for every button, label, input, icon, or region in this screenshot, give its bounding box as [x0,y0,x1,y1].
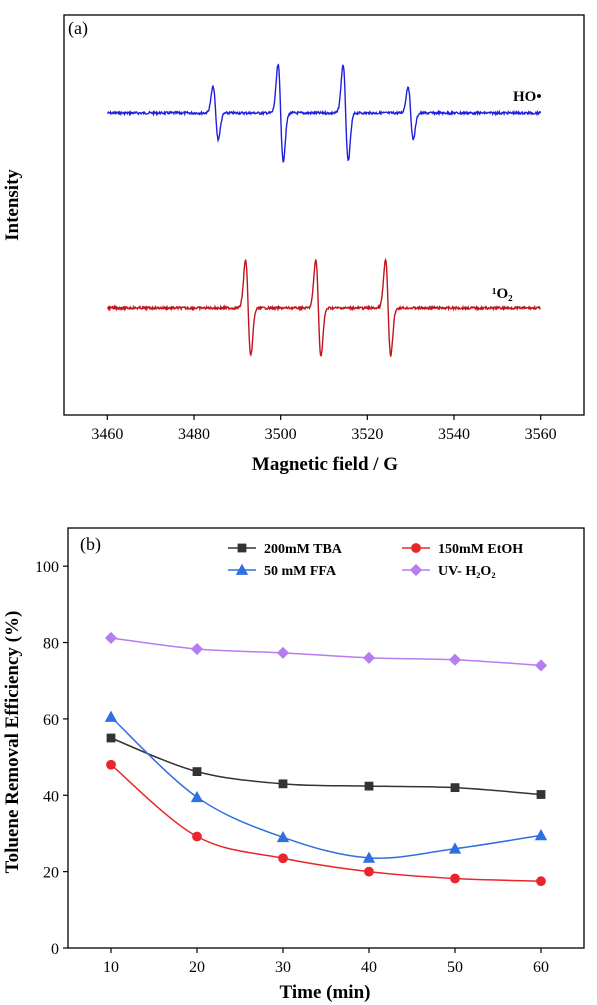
panel-a: (a) 3460 3480 3500 3520 3540 3560 HO• ¹O₂ Mag… [2,14,585,475]
x-tick-label-a: 3560 [525,426,557,443]
data-point-tba [450,783,460,793]
data-point-ffa [448,842,462,854]
legend-label-ffa: 50 mM FFA [264,564,337,579]
x-tick-label-a: 3540 [438,426,470,443]
data-point-etoh [450,873,460,884]
data-point-tba [364,781,374,791]
y-tick-label-b: 60 [43,712,59,729]
data-point-uv-h2o2 [276,646,290,659]
legend: 200mM TBA 150mM EtOH 50 mM FFA UV- H₂O₂ [228,542,523,579]
x-tick-label-a: 3480 [178,426,210,443]
y-axis-label-b: Toluene Removal Efficiency (%) [2,611,23,874]
data-point-ffa [104,710,118,722]
data-point-ffa [276,830,290,843]
data-point-uv-h2o2 [448,653,462,666]
x-tick-label-b: 20 [189,959,205,976]
x-tick-label-a: 3460 [91,426,123,443]
legend-marker-uv-h2o2 [409,563,423,577]
annotation-ho: HO• [513,89,542,105]
y-tick-label-b: 40 [43,788,59,805]
series-line-etoh [110,764,542,882]
legend-marker-ffa [235,563,249,575]
y-axis-label-a: Intensity [2,169,23,241]
x-tick-label-b: 60 [533,959,549,976]
legend-marker-etoh [411,543,421,553]
data-point-etoh [106,759,116,770]
y-tick-label-b: 0 [51,941,59,958]
data-point-ffa [190,790,204,803]
x-tick-label-b: 50 [447,959,463,976]
data-point-etoh [536,876,546,887]
x-tick-label-a: 3500 [265,426,297,443]
plot-frame-a [63,14,585,416]
series-line-uv-h2o2 [110,637,542,667]
series-group-a [106,63,542,357]
series-group-b [104,631,548,887]
axis-ticks-b: 10 20 30 40 50 60 0 20 40 60 80 100 [35,559,549,976]
x-tick-label-b: 30 [275,959,291,976]
epr-series-ho [107,63,542,163]
y-tick-label-b: 80 [43,636,59,653]
data-point-etoh [192,831,202,842]
panel-b: (b) 10 20 30 40 50 60 0 20 40 60 80 100 200mM TBA 15… [2,527,585,1003]
data-point-tba [278,779,288,789]
plot-frame-b [67,527,585,949]
y-tick-label-b: 100 [35,559,59,576]
x-tick-label-b: 10 [103,959,119,976]
data-point-tba [536,790,546,799]
data-point-ffa [534,829,548,841]
annotation-singlet-oxygen: ¹O₂ [492,286,513,302]
data-point-etoh [278,853,288,864]
legend-label-uv-h2o2: UV- H₂O₂ [438,564,496,579]
data-point-uv-h2o2 [190,642,204,656]
legend-label-tba: 200mM TBA [264,542,343,557]
data-point-uv-h2o2 [104,631,118,645]
legend-marker-tba [237,543,247,553]
data-point-etoh [364,866,374,877]
epr-series-singlet-oxygen [106,257,541,357]
x-axis-label-a: Magnetic field / G [252,454,398,475]
x-tick-label-b: 40 [361,959,377,976]
x-axis-label-b: Time (min) [280,982,371,1003]
data-point-tba [106,733,116,743]
panel-a-label: (a) [68,18,88,39]
data-point-uv-h2o2 [534,659,548,672]
legend-label-etoh: 150mM EtOH [438,542,523,557]
data-point-ffa [362,851,376,863]
y-tick-label-b: 20 [43,865,59,882]
series-line-tba [110,737,542,796]
series-line-ffa [110,716,542,859]
data-point-tba [192,767,202,776]
data-point-uv-h2o2 [362,651,376,664]
panel-b-label: (b) [80,534,101,555]
x-axis-ticks-a: 3460 3480 3500 3520 3540 3560 [91,415,557,443]
x-tick-label-a: 3520 [351,426,383,443]
